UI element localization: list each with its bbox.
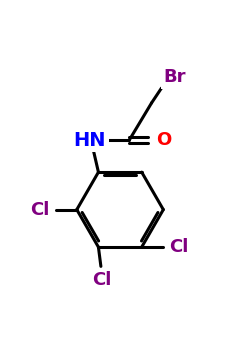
Text: Cl: Cl: [30, 201, 50, 219]
Text: Cl: Cl: [169, 238, 188, 256]
Text: O: O: [156, 131, 171, 149]
Text: Br: Br: [164, 68, 186, 86]
Text: Cl: Cl: [92, 272, 112, 289]
Text: HN: HN: [74, 131, 106, 149]
